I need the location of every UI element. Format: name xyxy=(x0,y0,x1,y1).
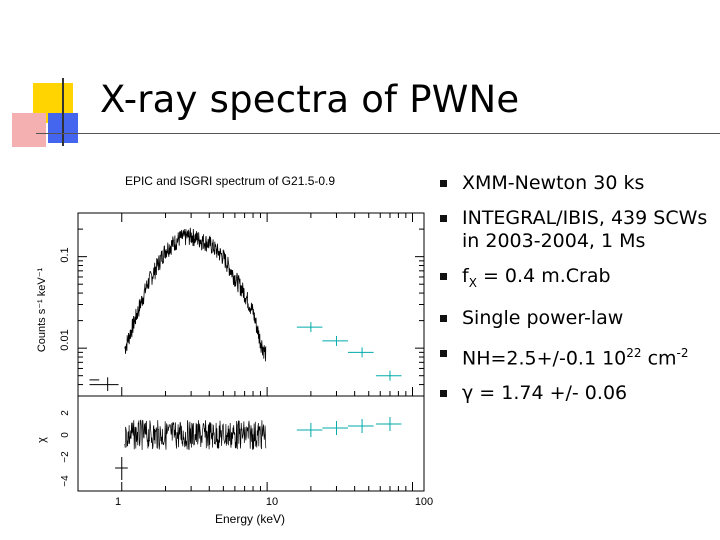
bullet-text-mid: cm xyxy=(641,347,677,370)
bullet-gamma: γ = 1.74 +/- 0.06 xyxy=(440,382,715,405)
residual-tick-label-minus4: −4 xyxy=(60,475,71,487)
title-rule xyxy=(36,133,720,134)
bullet-superscript-2: -2 xyxy=(676,345,689,360)
bullet-text-pre: γ xyxy=(462,382,474,405)
bullet-text-pre: NH=2.5+/-0.1 10 xyxy=(462,347,627,370)
bullet-marker xyxy=(440,349,447,357)
spectrum-chart: EPIC and ISGRI spectrum of G21.5-0.9 Cou… xyxy=(36,174,433,526)
bullet-marker xyxy=(440,215,447,222)
xlabel: Energy (keV) xyxy=(215,512,285,526)
bullet-marker xyxy=(440,180,447,187)
bullet-text-pre: f xyxy=(462,265,469,287)
bullet-text-post: = 1.74 +/- 0.06 xyxy=(473,382,628,405)
bullet-nh: NH=2.5+/-0.1 1022 cm-2 xyxy=(440,342,715,370)
axis-ticks xyxy=(78,213,424,491)
bullet-text-post: = 0.4 m.Crab xyxy=(476,265,611,287)
residual-tick-label-2: 2 xyxy=(60,410,71,416)
residual-panel-frame xyxy=(77,395,425,492)
decor-red-square xyxy=(12,113,46,147)
ytick-label-0.1: 0.1 xyxy=(59,247,71,262)
bullet-text: Single power-law xyxy=(462,306,624,329)
bullet-xmm: XMM-Newton 30 ks xyxy=(440,172,715,195)
bullet-subscript: X xyxy=(468,275,477,290)
decor-vertical-line xyxy=(62,78,64,146)
residual-ylabel: χ xyxy=(36,437,48,443)
residual-tick-label-0: 0 xyxy=(60,432,71,438)
bullet-marker xyxy=(440,314,447,322)
bullet-text: INTEGRAL/IBIS, 439 SCWs in 2003-2004, 1 … xyxy=(462,207,708,252)
spectrum-series xyxy=(89,227,402,392)
xtick-label-10: 10 xyxy=(266,496,278,508)
chart-title: EPIC and ISGRI spectrum of G21.5-0.9 xyxy=(125,174,335,188)
epic-spectrum-line xyxy=(124,227,267,362)
bullet-powerlaw: Single power-law xyxy=(440,307,715,330)
residual-tick-label-minus2: −2 xyxy=(60,451,71,463)
xtick-label-100: 100 xyxy=(415,496,433,508)
bullet-marker xyxy=(440,390,447,398)
bullet-superscript: 22 xyxy=(626,345,642,360)
residual-series xyxy=(115,417,402,480)
residual-trace xyxy=(124,419,267,451)
slide-title: X-ray spectra of PWNe xyxy=(100,78,520,121)
bullet-text: XMM-Newton 30 ks xyxy=(462,172,645,194)
bullet-integral: INTEGRAL/IBIS, 439 SCWs in 2003-2004, 1 … xyxy=(440,207,715,253)
xtick-label-1: 1 xyxy=(115,496,121,508)
ytick-label-0.01: 0.01 xyxy=(59,329,71,350)
ylabel: Counts s⁻¹ keV⁻¹ xyxy=(36,267,48,352)
bullet-marker xyxy=(440,273,447,280)
bullet-flux: fX = 0.4 m.Crab xyxy=(440,265,715,295)
bullet-list: XMM-Newton 30 ks INTEGRAL/IBIS, 439 SCWs… xyxy=(440,172,715,417)
